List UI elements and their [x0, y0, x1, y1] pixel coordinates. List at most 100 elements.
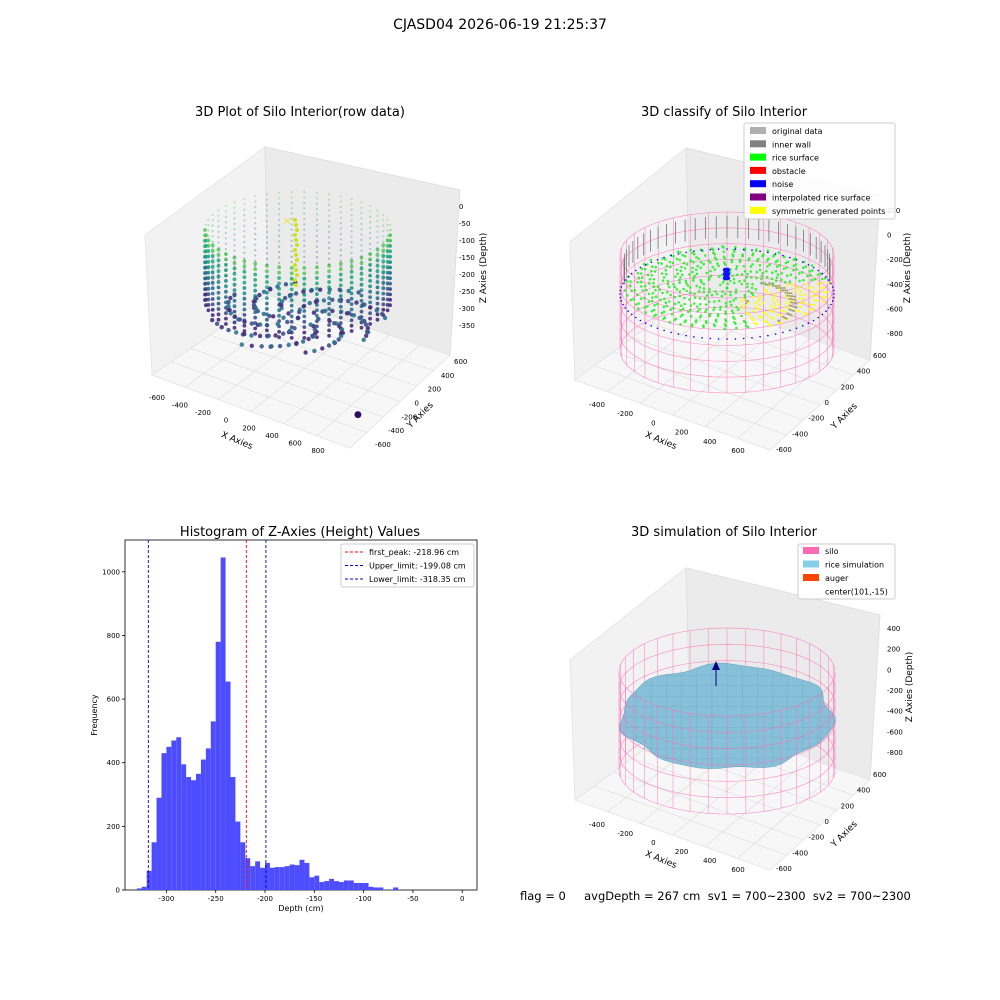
simulation-y-label: Y Axies [829, 819, 860, 850]
raw-x-label: X Axies [219, 430, 254, 452]
histogram-legend-label: Upper_limit: -199.08 cm [369, 562, 466, 571]
raw-panel-title: 3D Plot of Silo Interior(row data) [195, 105, 405, 120]
histogram-reference-lines [147, 540, 267, 890]
axis-tick-label: 400 [265, 432, 278, 440]
axis-tick-label: 0 [825, 399, 829, 407]
axis-tick-label: 200 [428, 386, 441, 394]
histogram-bars [136, 557, 399, 890]
histogram-x-tick-label: -50 [407, 895, 418, 903]
histogram-bar [393, 887, 399, 890]
axis-tick-label: 200 [841, 383, 854, 391]
histogram-x-tick-label: -200 [257, 895, 273, 903]
simulation-panel-title: 3D simulation of Silo Interior [631, 525, 818, 540]
axis-tick-label: 600 [873, 771, 886, 779]
axis-tick-label: -200 [808, 415, 824, 423]
histogram-bar [250, 866, 256, 890]
histogram-bar [343, 880, 349, 890]
axis-tick-label: 600 [873, 352, 886, 360]
axis-tick-label: -200 [887, 256, 903, 264]
axis-tick-label: 400 [441, 372, 454, 380]
histogram-x-ticks: -300 -250 -200 -150 -100 -50 0 [158, 890, 464, 903]
raw-z-label: Z Axies (Depth) [479, 233, 489, 304]
histogram-x-label: Depth (cm) [278, 904, 323, 913]
classify-3d-panel: 3D classify of Silo Interior -400-200020… [569, 105, 913, 455]
axis-tick-label: 600 [731, 866, 744, 874]
axis-tick-label: -800 [887, 749, 903, 757]
legend-label: silo [825, 547, 839, 556]
simulation-x-label: X Axies [643, 849, 678, 871]
axis-tick-label: -50 [459, 220, 470, 228]
axis-tick-label: -200 [617, 830, 633, 838]
classify-legend: original data inner wall rice surface obsta… [743, 122, 896, 220]
axis-tick-label: -400 [887, 708, 903, 716]
simulation-legend: silo rice simulation auger center(101,-15) [797, 543, 896, 600]
legend-label: symmetric generated points [772, 207, 885, 216]
axis-tick-label: -400 [792, 849, 808, 857]
simulation-silo-wireframe-front [618, 671, 836, 815]
histogram-bar [161, 753, 167, 890]
histogram-bar [388, 889, 394, 890]
axis-tick-label: -800 [887, 330, 903, 338]
axis-tick-label: 400 [857, 368, 870, 376]
histogram-bar [265, 862, 270, 890]
histogram-bar [284, 866, 290, 890]
axis-tick-label: -200 [401, 413, 417, 421]
histogram-bar [171, 740, 177, 890]
histogram-bar [348, 880, 354, 890]
classify-z-label: Z Axies (Depth) [903, 233, 913, 304]
axis-tick-label: -150 [459, 254, 475, 262]
histogram-y-tick-label: 200 [107, 823, 120, 831]
legend-swatch [750, 140, 766, 148]
histogram-bar [240, 842, 246, 890]
histogram-bar [334, 881, 339, 890]
axis-tick-label: -400 [172, 402, 188, 410]
axis-tick-label: 0 [651, 419, 655, 427]
histogram-bar [255, 861, 261, 890]
axis-tick-label: -400 [589, 821, 605, 829]
histogram-bar [319, 882, 325, 890]
legend-label: interpolated rice surface [772, 194, 870, 203]
histogram-title: Histogram of Z-Axies (Height) Values [180, 525, 420, 540]
histogram-bar [260, 867, 266, 890]
axis-tick-label: 0 [415, 400, 419, 408]
axis-tick-label: -400 [792, 430, 808, 438]
histogram-bar [373, 887, 379, 890]
histogram-bar [299, 859, 305, 890]
histogram-y-tick-label: 1000 [102, 568, 120, 576]
histogram-bar [230, 777, 236, 890]
axis-tick-label: 200 [242, 424, 255, 432]
legend-label: rice simulation [825, 561, 884, 570]
axis-tick-label: 400 [887, 625, 900, 633]
histogram-bar [181, 764, 187, 890]
histogram-bar [195, 773, 201, 890]
legend-swatch [750, 193, 766, 201]
axis-tick-label: -200 [808, 834, 824, 842]
histogram-legend-label: Lower_limit: -318.35 cm [369, 575, 466, 584]
histogram-bar [215, 641, 221, 890]
classify-x-ticks: -400 -200 0 200 400 600 [589, 401, 745, 455]
axis-tick-label: 0 [459, 203, 463, 211]
histogram-bar [220, 557, 226, 890]
histogram-bar [279, 867, 285, 890]
legend-label: auger [825, 574, 849, 583]
simulation-auger-marker [712, 661, 720, 670]
simulation-legend-box [797, 543, 896, 600]
legend-swatch [803, 574, 819, 581]
histogram-bar [136, 888, 142, 890]
axis-tick-label: 600 [454, 358, 467, 366]
histogram-bar [235, 821, 241, 890]
histogram-bar [358, 883, 364, 890]
histogram-x-tick-label: -250 [208, 895, 224, 903]
histogram-bar [353, 883, 359, 890]
histogram-bar [166, 746, 172, 890]
axis-tick-label: 0 [224, 417, 228, 425]
histogram-bar [338, 882, 344, 890]
axis-tick-label: 0 [651, 839, 655, 847]
axis-tick-label: -400 [388, 427, 404, 435]
histogram-bar [146, 870, 152, 890]
histogram-y-tick-label: 800 [107, 632, 120, 640]
axis-tick-label: 400 [857, 787, 870, 795]
axis-tick-label: 0 [887, 666, 891, 674]
classify-panel-title: 3D classify of Silo Interior [641, 105, 808, 120]
